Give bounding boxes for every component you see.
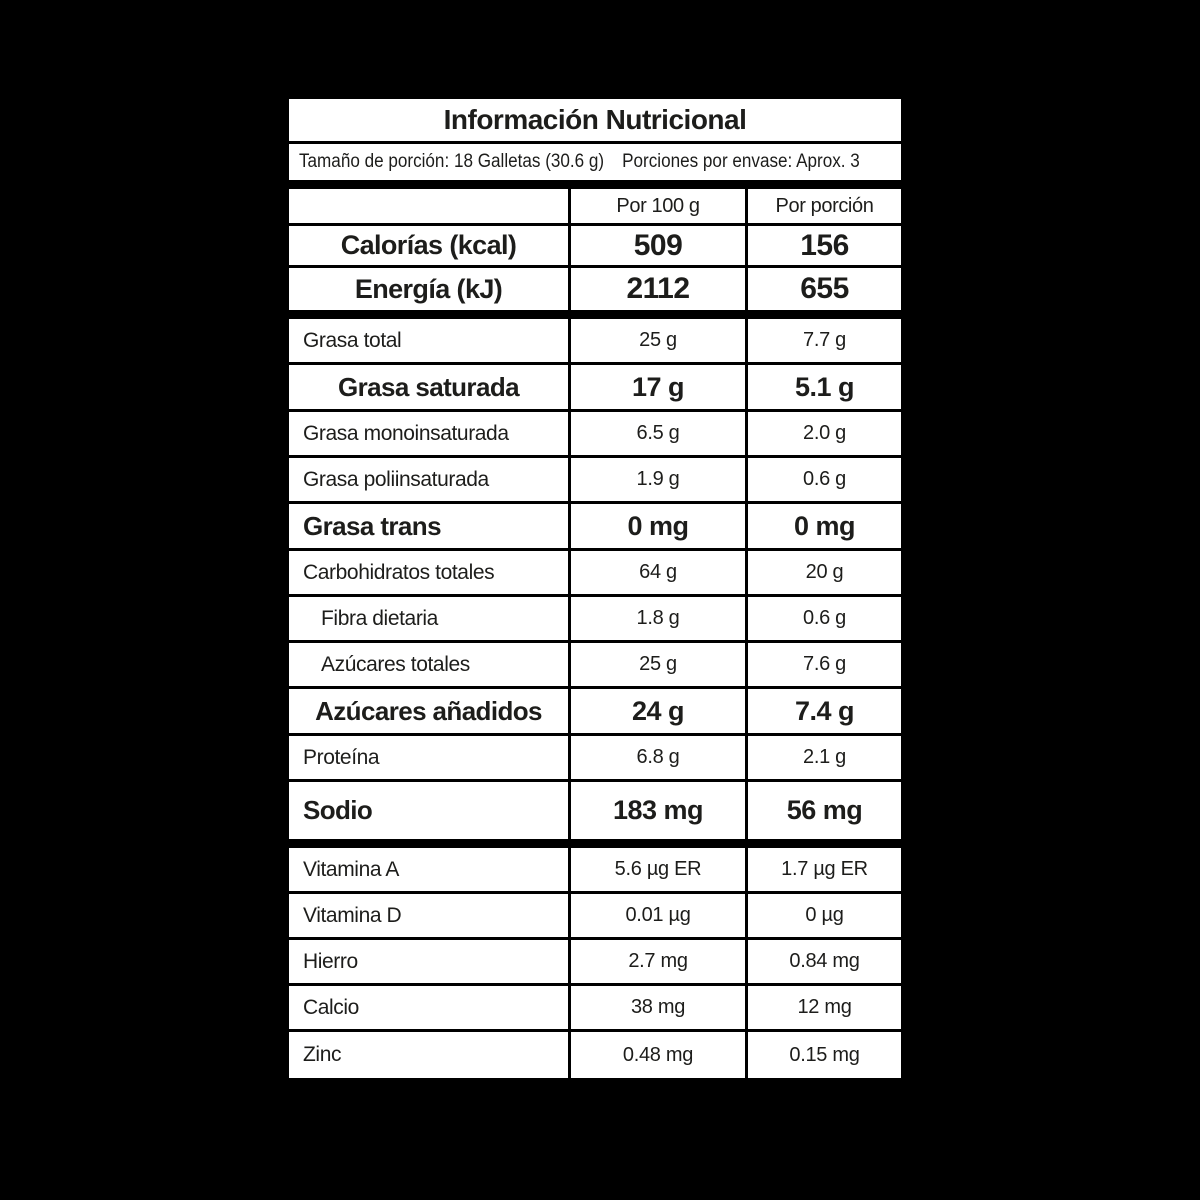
row-sodio-label: Sodio bbox=[303, 795, 373, 825]
row-hierro-label: Hierro bbox=[303, 949, 358, 973]
row-azucares-totales-portion: 7.6 g bbox=[745, 643, 901, 686]
thick-divider bbox=[289, 180, 901, 189]
row-grasa-poliinsaturada-portion: 0.6 g bbox=[745, 458, 901, 501]
row-proteina-per100: 6.8 g bbox=[568, 736, 745, 779]
row-proteina: Proteína 6.8 g 2.1 g bbox=[289, 736, 901, 782]
row-azucares-totales-label: Azúcares totales bbox=[321, 652, 470, 676]
row-vitamina-d-portion: 0 µg bbox=[745, 894, 901, 937]
row-calcio: Calcio 38 mg 12 mg bbox=[289, 986, 901, 1032]
row-energia-label: Energía (kJ) bbox=[354, 273, 503, 304]
row-vitamina-a-label: Vitamina A bbox=[303, 857, 400, 881]
row-fibra-dietaria-portion: 0.6 g bbox=[745, 597, 901, 640]
servings-per-pack-text: Porciones por envase: Aprox. 3 bbox=[622, 151, 860, 172]
row-grasa-total-per100: 25 g bbox=[568, 319, 745, 362]
row-calorias: Calorías (kcal) 509 156 bbox=[289, 226, 901, 268]
row-zinc-portion: 0.15 mg bbox=[745, 1032, 901, 1078]
row-azucares-totales: Azúcares totales 25 g 7.6 g bbox=[289, 643, 901, 689]
row-vitamina-d-per100: 0.01 µg bbox=[568, 894, 745, 937]
row-calorias-label: Calorías (kcal) bbox=[340, 230, 517, 260]
panel-title: Información Nutricional bbox=[289, 99, 901, 144]
header-per-100g-cell: Por 100 g bbox=[568, 189, 745, 223]
row-calcio-per100: 38 mg bbox=[568, 986, 745, 1029]
row-grasa-trans-label: Grasa trans bbox=[303, 510, 442, 541]
row-grasa-saturada-portion: 5.1 g bbox=[745, 365, 901, 409]
row-hierro-per100: 2.7 mg bbox=[568, 940, 745, 983]
row-proteina-label: Proteína bbox=[303, 745, 380, 769]
row-energia-per100: 2112 bbox=[568, 268, 745, 310]
serving-size-text: Tamaño de porción: 18 Galletas (30.6 g) bbox=[299, 151, 605, 172]
row-azucares-anadidos-label: Azúcares añadidos bbox=[315, 695, 542, 726]
row-sodio-per100: 183 mg bbox=[568, 782, 745, 839]
row-grasa-monoinsaturada-portion: 2.0 g bbox=[745, 412, 901, 455]
thick-divider bbox=[289, 310, 901, 319]
row-vitamina-a-portion: 1.7 µg ER bbox=[745, 848, 901, 891]
row-grasa-poliinsaturada-label: Grasa poliinsaturada bbox=[303, 467, 489, 491]
row-fibra-dietaria-per100: 1.8 g bbox=[568, 597, 745, 640]
row-grasa-trans: Grasa trans 0 mg 0 mg bbox=[289, 504, 901, 551]
row-grasa-monoinsaturada-label: Grasa monoinsaturada bbox=[303, 421, 509, 445]
row-energia-portion: 655 bbox=[745, 268, 901, 310]
row-vitamina-d-label: Vitamina D bbox=[303, 903, 402, 927]
row-fibra-dietaria: Fibra dietaria 1.8 g 0.6 g bbox=[289, 597, 901, 643]
row-grasa-total-portion: 7.7 g bbox=[745, 319, 901, 362]
row-grasa-total-label: Grasa total bbox=[303, 328, 402, 352]
row-grasa-trans-per100: 0 mg bbox=[568, 504, 745, 548]
row-grasa-poliinsaturada-per100: 1.9 g bbox=[568, 458, 745, 501]
row-azucares-anadidos-per100: 24 g bbox=[568, 689, 745, 733]
row-grasa-saturada-label: Grasa saturada bbox=[338, 371, 520, 402]
header-per-portion-cell: Por porción bbox=[745, 189, 901, 223]
column-header-row: Por 100 g Por porción bbox=[289, 189, 901, 226]
row-carbohidratos-totales: Carbohidratos totales 64 g 20 g bbox=[289, 551, 901, 597]
row-calcio-portion: 12 mg bbox=[745, 986, 901, 1029]
serving-info-row: Tamaño de porción: 18 Galletas (30.6 g) … bbox=[289, 144, 901, 180]
row-carbohidratos-totales-label: Carbohidratos totales bbox=[303, 560, 495, 584]
row-calcio-label: Calcio bbox=[303, 995, 359, 1019]
header-nutrient-cell bbox=[289, 189, 568, 223]
row-grasa-total: Grasa total 25 g 7.7 g bbox=[289, 319, 901, 365]
row-grasa-saturada-per100: 17 g bbox=[568, 365, 745, 409]
row-zinc: Zinc 0.48 mg 0.15 mg bbox=[289, 1032, 901, 1078]
row-grasa-trans-portion: 0 mg bbox=[745, 504, 901, 548]
nutrition-facts-panel: Información Nutricional Tamaño de porció… bbox=[285, 95, 905, 1082]
row-azucares-anadidos-portion: 7.4 g bbox=[745, 689, 901, 733]
row-sodio-portion: 56 mg bbox=[745, 782, 901, 839]
row-grasa-monoinsaturada: Grasa monoinsaturada 6.5 g 2.0 g bbox=[289, 412, 901, 458]
row-hierro: Hierro 2.7 mg 0.84 mg bbox=[289, 940, 901, 986]
row-energia: Energía (kJ) 2112 655 bbox=[289, 268, 901, 310]
row-fibra-dietaria-label: Fibra dietaria bbox=[321, 606, 438, 630]
row-calorias-per100: 509 bbox=[568, 226, 745, 265]
row-calorias-portion: 156 bbox=[745, 226, 901, 265]
row-carbohidratos-totales-portion: 20 g bbox=[745, 551, 901, 594]
row-azucares-totales-per100: 25 g bbox=[568, 643, 745, 686]
row-grasa-saturada: Grasa saturada 17 g 5.1 g bbox=[289, 365, 901, 412]
row-grasa-poliinsaturada: Grasa poliinsaturada 1.9 g 0.6 g bbox=[289, 458, 901, 504]
row-vitamina-a-per100: 5.6 µg ER bbox=[568, 848, 745, 891]
row-grasa-monoinsaturada-per100: 6.5 g bbox=[568, 412, 745, 455]
row-sodio: Sodio 183 mg 56 mg bbox=[289, 782, 901, 839]
row-zinc-label: Zinc bbox=[303, 1043, 342, 1066]
row-azucares-anadidos: Azúcares añadidos 24 g 7.4 g bbox=[289, 689, 901, 736]
row-hierro-portion: 0.84 mg bbox=[745, 940, 901, 983]
row-carbohidratos-totales-per100: 64 g bbox=[568, 551, 745, 594]
row-vitamina-a: Vitamina A 5.6 µg ER 1.7 µg ER bbox=[289, 848, 901, 894]
row-zinc-per100: 0.48 mg bbox=[568, 1032, 745, 1078]
thick-divider bbox=[289, 839, 901, 848]
row-vitamina-d: Vitamina D 0.01 µg 0 µg bbox=[289, 894, 901, 940]
row-proteina-portion: 2.1 g bbox=[745, 736, 901, 779]
